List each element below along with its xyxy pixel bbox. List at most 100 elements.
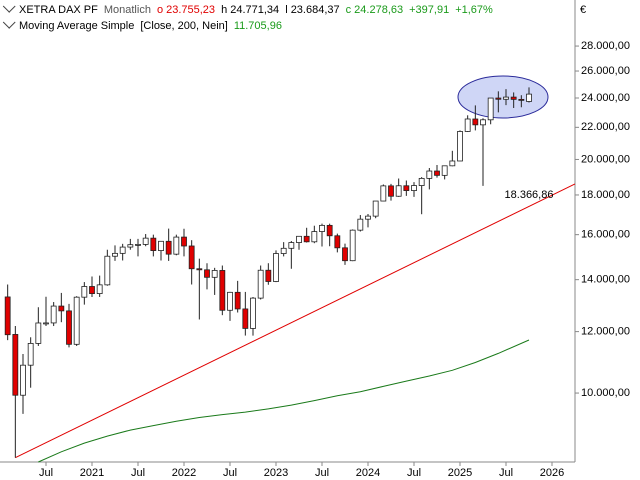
candle-body bbox=[411, 185, 417, 191]
candle-body bbox=[242, 308, 249, 329]
candle-body bbox=[81, 286, 88, 298]
candle-body bbox=[380, 185, 387, 202]
candle-body bbox=[326, 224, 333, 237]
candle-body bbox=[472, 118, 479, 126]
x-tick-label: 2026 bbox=[540, 467, 564, 479]
candle-body bbox=[526, 93, 532, 102]
candle-body bbox=[365, 215, 371, 220]
candle-body bbox=[510, 96, 517, 100]
y-tick-label: 18.000,00 bbox=[581, 189, 630, 201]
candle-body bbox=[234, 291, 241, 310]
y-tick-label: 14.000,00 bbox=[581, 274, 630, 286]
candle-body bbox=[503, 96, 509, 100]
candle-body bbox=[349, 229, 356, 262]
symbol: XETRA DAX PF bbox=[19, 4, 98, 16]
candle-body bbox=[265, 269, 272, 282]
checkbox[interactable] bbox=[2, 0, 16, 13]
candle-body bbox=[142, 237, 149, 245]
candle-body bbox=[449, 160, 456, 167]
trendline-label: 18.366,86 bbox=[505, 189, 554, 201]
candle-body bbox=[227, 291, 233, 311]
candle-body bbox=[288, 242, 295, 249]
candle-body bbox=[119, 246, 126, 254]
x-tick-label: 2025 bbox=[448, 467, 472, 479]
candle-body bbox=[334, 235, 341, 249]
candle-body bbox=[342, 247, 348, 262]
indicator-value: 11.705,96 bbox=[233, 20, 282, 32]
checkbox[interactable] bbox=[2, 16, 16, 29]
candle-body bbox=[112, 252, 118, 257]
y-tick-label: 20.000,00 bbox=[581, 153, 630, 165]
candle-body bbox=[181, 236, 187, 247]
legend: XETRA DAX PF Monatlich o 23.755,23 h 24.771… bbox=[2, 0, 499, 34]
candle-body bbox=[158, 240, 164, 251]
candle-body bbox=[273, 253, 279, 282]
y-tick-label: 28.000,00 bbox=[581, 40, 630, 52]
moving-average-line bbox=[38, 339, 530, 463]
x-tick-label: Jul bbox=[407, 467, 421, 479]
x-tick-label: Jul bbox=[39, 467, 53, 479]
candle-body bbox=[27, 343, 34, 366]
candle-body bbox=[89, 286, 95, 294]
y-tick-label: 22.000,00 bbox=[581, 121, 630, 133]
candle-body bbox=[150, 237, 157, 251]
candle-body bbox=[357, 218, 364, 231]
y-tick-label: 26.000,00 bbox=[581, 65, 630, 77]
close-value: c 24.278,63 bbox=[345, 4, 404, 16]
candle-body bbox=[518, 98, 525, 101]
candle-body bbox=[96, 284, 103, 294]
candle-body bbox=[434, 170, 440, 176]
candle-body bbox=[196, 268, 203, 271]
candle-body bbox=[43, 322, 49, 325]
candle-body bbox=[257, 269, 264, 299]
candle-body bbox=[12, 334, 19, 396]
candle-body bbox=[250, 297, 256, 329]
candle-body bbox=[296, 235, 302, 243]
highlight-ellipse bbox=[457, 75, 549, 119]
candle-body bbox=[403, 185, 410, 191]
legend-row: XETRA DAX PF Monatlich o 23.755,23 h 24.771… bbox=[2, 0, 499, 18]
candle-body bbox=[280, 247, 287, 254]
currency: € bbox=[580, 4, 586, 16]
candle-body bbox=[311, 231, 318, 243]
legend-row: Moving Average Simple [Close, 200, Nein] 1… bbox=[2, 16, 499, 34]
x-tick-label: Jul bbox=[315, 467, 329, 479]
candle-body bbox=[135, 244, 141, 246]
candle-body bbox=[58, 305, 65, 312]
candle-body bbox=[395, 185, 402, 197]
change: +397,91 bbox=[409, 4, 450, 16]
x-tick-label: 2022 bbox=[172, 467, 196, 479]
candle-body bbox=[418, 177, 425, 186]
high-value: h 24.771,34 bbox=[221, 4, 280, 16]
x-tick-label: 2023 bbox=[264, 467, 288, 479]
candle-body bbox=[319, 224, 325, 232]
candle-body bbox=[104, 255, 111, 286]
y-tick-label: 24.000,00 bbox=[581, 92, 630, 104]
candle-body bbox=[204, 269, 210, 278]
candle-body bbox=[495, 97, 502, 100]
x-tick-label: 2024 bbox=[356, 467, 380, 479]
x-tick-label: Jul bbox=[131, 467, 145, 479]
candle-body bbox=[127, 244, 134, 248]
candle-body bbox=[50, 305, 57, 324]
low-value: l 23.684,37 bbox=[285, 4, 340, 16]
candle-body bbox=[165, 240, 172, 255]
plot-area bbox=[0, 0, 575, 462]
candle-body bbox=[66, 310, 72, 345]
y-tick-label: 10.000,00 bbox=[581, 387, 630, 399]
candle-body bbox=[480, 119, 486, 126]
candle-body bbox=[188, 245, 195, 270]
interval: Monatlich bbox=[103, 4, 151, 16]
candle-body bbox=[426, 170, 433, 179]
indicator-params: [Close, 200, Nein] bbox=[140, 20, 228, 32]
y-tick-label: 12.000,00 bbox=[581, 326, 630, 338]
candle-body bbox=[211, 270, 218, 278]
candle-body bbox=[464, 118, 471, 132]
candle-body bbox=[4, 296, 11, 336]
candle-body bbox=[73, 296, 80, 345]
candle-body bbox=[372, 200, 379, 217]
candle-body bbox=[441, 165, 448, 176]
candle-body bbox=[20, 364, 26, 396]
